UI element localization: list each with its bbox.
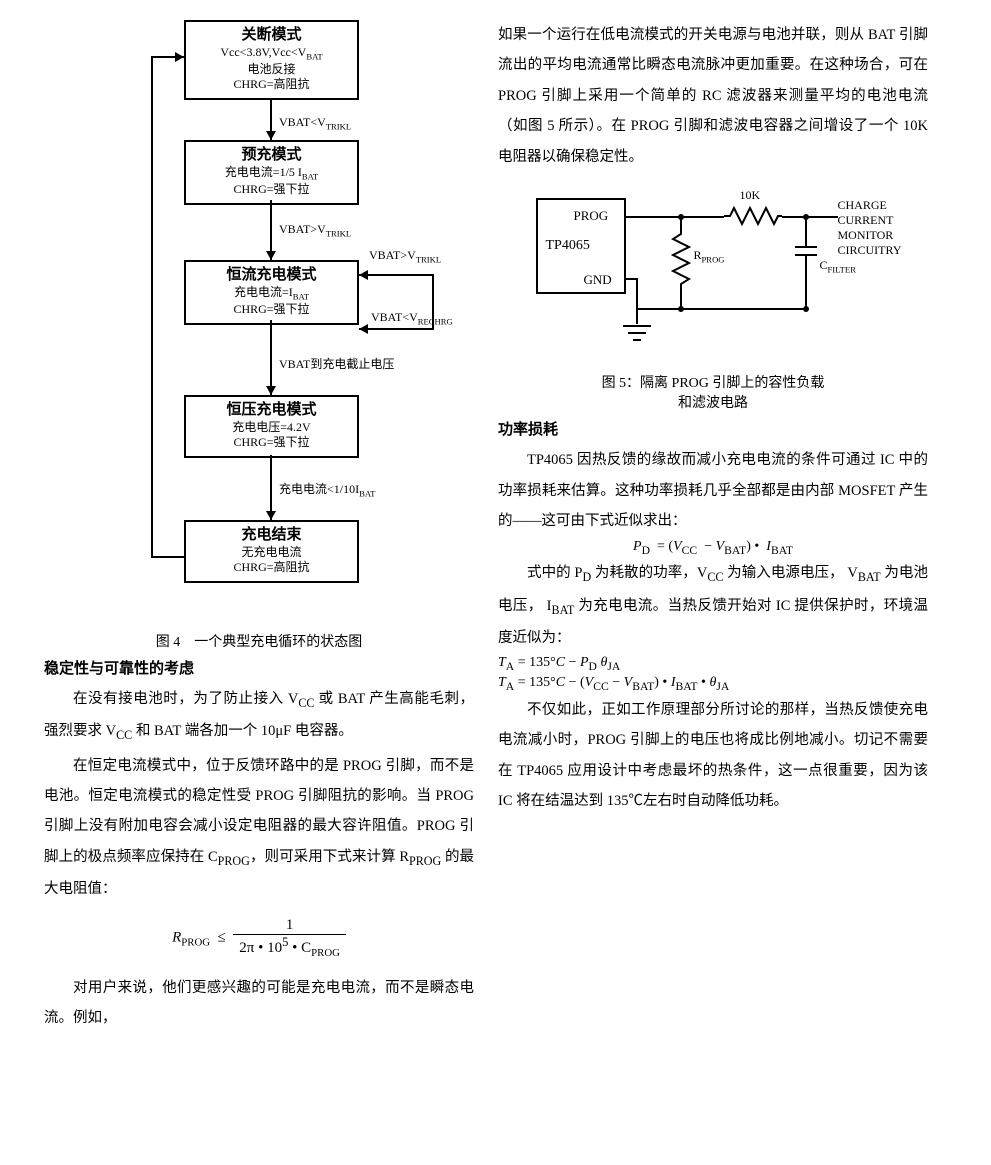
arrowhead-icon xyxy=(266,511,276,520)
flow-line xyxy=(151,556,184,558)
state-title: 恒流充电模式 xyxy=(190,266,353,285)
paragraph: TP4065 因热反馈的缘故而减小充电电流的条件可通过 IC 中的功率损耗来估算… xyxy=(498,445,928,536)
wire xyxy=(680,288,682,308)
arrowhead-icon xyxy=(359,270,368,280)
flow-condition: 充电电流<1/10IBAT xyxy=(279,480,375,498)
resistor-series-icon xyxy=(724,206,782,228)
paragraph: 在没有接电池时，为了防止接入 VCC 或 BAT 产生高能毛刺，强烈要求 VCC… xyxy=(44,684,474,749)
node-dot-icon xyxy=(678,306,684,312)
ic-name-label: TP4065 xyxy=(546,238,590,254)
wire xyxy=(805,256,807,308)
state-line: CHRG=高阻抗 xyxy=(190,77,353,92)
state-title: 预充模式 xyxy=(190,146,353,165)
heading-stability: 稳定性与可靠性的考虑 xyxy=(44,657,474,678)
resistor-rprog-icon xyxy=(671,230,691,288)
figure-4-caption: 图 4 一个典型充电循环的状态图 xyxy=(44,631,474,651)
state-cc: 恒流充电模式 充电电流=IBAT CHRG=强下拉 xyxy=(184,260,359,325)
state-line: 充电电流=1/5 IBAT xyxy=(190,165,353,182)
wire xyxy=(636,278,638,308)
state-line: CHRG=强下拉 xyxy=(190,182,353,197)
state-line: 无充电电流 xyxy=(190,545,353,560)
paragraph: 式中的 PD 为耗散的功率，VCC 为输入电源电压， VBAT 为电池电压， I… xyxy=(498,558,928,653)
flow-condition: VBAT<VRECHRG xyxy=(371,310,453,326)
state-title: 恒压充电模式 xyxy=(190,401,353,420)
monitor-label: CHARGE CURRENT MONITOR CIRCUITRY xyxy=(838,198,902,258)
wire xyxy=(680,216,682,230)
paragraph: 对用户来说，他们更感兴趣的可能是充电电流，而不是瞬态电流。例如， xyxy=(44,973,474,1034)
right-column: 如果一个运行在低电流模式的开关电源与电池并联，则从 BAT 引脚流出的平均电流通… xyxy=(498,20,928,1035)
wire xyxy=(626,216,724,218)
flow-line xyxy=(359,328,434,330)
state-cv: 恒压充电模式 充电电压=4.2V CHRG=强下拉 xyxy=(184,395,359,458)
state-title: 关断模式 xyxy=(190,26,353,45)
paragraph: 如果一个运行在低电流模式的开关电源与电池并联，则从 BAT 引脚流出的平均电流通… xyxy=(498,20,928,172)
wire xyxy=(636,308,807,310)
cap-label: CFILTER xyxy=(820,258,856,274)
resistor-label: RPROG xyxy=(694,248,725,264)
state-line: 充电电压=4.2V xyxy=(190,420,353,435)
resistor-value: 10K xyxy=(740,188,761,203)
state-line: CHRG=强下拉 xyxy=(190,302,353,317)
arrowhead-icon xyxy=(175,52,184,62)
state-precharge: 预充模式 充电电流=1/5 IBAT CHRG=强下拉 xyxy=(184,140,359,205)
arrowhead-icon xyxy=(266,386,276,395)
wire xyxy=(805,216,807,246)
equation-ta2: TA = 135°C − (VCC − VBAT) • IBAT • θJA xyxy=(498,675,928,693)
equation-ta1: TA = 135°C − PD θJA xyxy=(498,655,928,673)
state-line: CHRG=强下拉 xyxy=(190,435,353,450)
left-column: 关断模式 Vcc<3.8V,Vcc<VBAT 电池反接 CHRG=高阻抗 预充模… xyxy=(44,20,474,1035)
state-line: CHRG=高阻抗 xyxy=(190,560,353,575)
cap-plate-icon xyxy=(795,246,817,248)
flow-line xyxy=(270,320,272,395)
state-line: 充电电流=IBAT xyxy=(190,285,353,302)
arrowhead-icon xyxy=(266,131,276,140)
wire xyxy=(782,216,838,218)
flow-condition: VBAT到充电截止电压 xyxy=(279,355,394,372)
flow-line xyxy=(359,274,434,276)
paragraph: 在恒定电流模式中，位于反馈环路中的是 PROG 引脚，而不是电池。恒定电流模式的… xyxy=(44,751,474,905)
flow-condition: VBAT<VTRIKL xyxy=(279,115,351,131)
state-done: 充电结束 无充电电流 CHRG=高阻抗 xyxy=(184,520,359,583)
ic-pin-label: GND xyxy=(584,272,612,288)
state-title: 充电结束 xyxy=(190,526,353,545)
heading-power-dissipation: 功率损耗 xyxy=(498,418,928,439)
ic-pin-label: PROG xyxy=(574,208,609,224)
wire xyxy=(636,308,638,324)
paragraph: 不仅如此，正如工作原理部分所讨论的那样，当热反馈使充电电流减小时，PROG 引脚… xyxy=(498,695,928,817)
state-flowchart: 关断模式 Vcc<3.8V,Vcc<VBAT 电池反接 CHRG=高阻抗 预充模… xyxy=(79,20,439,625)
arrowhead-icon xyxy=(359,324,368,334)
page: 关断模式 Vcc<3.8V,Vcc<VBAT 电池反接 CHRG=高阻抗 预充模… xyxy=(0,0,991,1065)
state-line: Vcc<3.8V,Vcc<VBAT xyxy=(190,45,353,62)
figure-5-caption: 图 5：隔离 PROG 引脚上的容性负载 和滤波电路 xyxy=(498,372,928,412)
ground-icon xyxy=(619,324,655,346)
flow-condition: VBAT>VTRIKL xyxy=(279,222,351,238)
flow-condition: VBAT>VTRIKL xyxy=(369,248,441,264)
circuit-figure-5: PROG TP4065 GND 10K RPROG xyxy=(506,178,921,368)
state-shutdown: 关断模式 Vcc<3.8V,Vcc<VBAT 电池反接 CHRG=高阻抗 xyxy=(184,20,359,100)
equation-pd: PD = (VCC − VBAT) • IBAT xyxy=(498,539,928,557)
flow-line xyxy=(151,56,153,558)
state-line: 电池反接 xyxy=(190,62,353,77)
equation-rprog: RPROG ≤ 1 2π • 105 • CPROG xyxy=(44,917,474,959)
node-dot-icon xyxy=(803,306,809,312)
arrowhead-icon xyxy=(266,251,276,260)
